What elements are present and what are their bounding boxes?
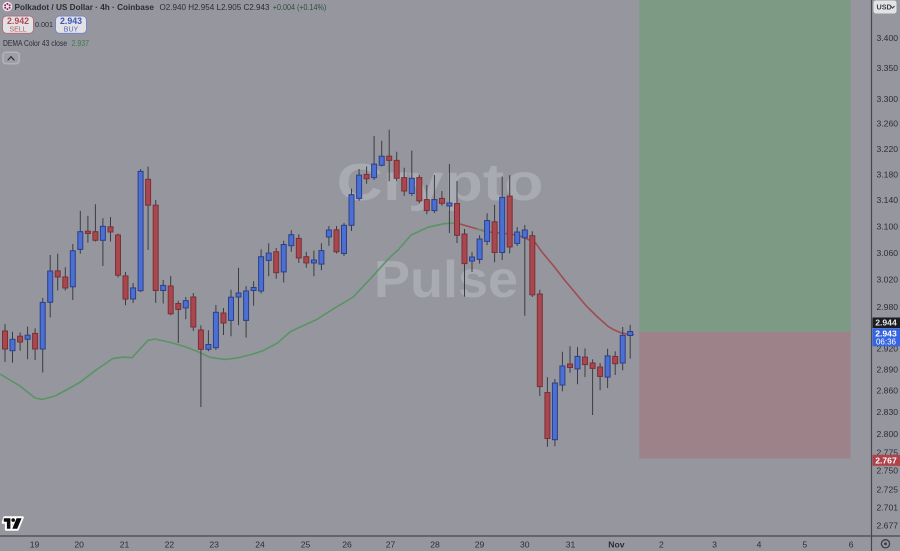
svg-text:2.701: 2.701 — [877, 502, 899, 512]
svg-text:23: 23 — [209, 540, 219, 550]
svg-text:O2.940 H2.954 L2.905 C2.943: O2.940 H2.954 L2.905 C2.943 — [160, 2, 270, 12]
svg-text:6: 6 — [849, 540, 854, 550]
svg-text:SELL: SELL — [9, 27, 26, 34]
svg-text:3.180: 3.180 — [877, 169, 899, 179]
svg-text:2.830: 2.830 — [877, 407, 899, 417]
svg-text:2.980: 2.980 — [877, 302, 899, 312]
svg-text:28: 28 — [430, 540, 440, 550]
svg-text:2.750: 2.750 — [877, 466, 899, 476]
svg-text:2.943: 2.943 — [60, 16, 82, 26]
svg-text:3: 3 — [712, 540, 717, 550]
svg-text:30: 30 — [520, 540, 530, 550]
svg-text:Nov: Nov — [608, 540, 624, 550]
svg-text:3.300: 3.300 — [877, 94, 899, 104]
svg-text:2.942: 2.942 — [7, 16, 29, 26]
svg-text:0.001: 0.001 — [35, 20, 53, 29]
svg-text:2.943: 2.943 — [875, 329, 897, 339]
svg-text:+0.004 (+0.14%): +0.004 (+0.14%) — [273, 2, 327, 12]
svg-text:2.800: 2.800 — [877, 429, 899, 439]
svg-text:Pulse: Pulse — [374, 251, 518, 309]
svg-text:25: 25 — [301, 540, 311, 550]
svg-text:3.100: 3.100 — [877, 221, 899, 231]
svg-text:3.020: 3.020 — [877, 275, 899, 285]
svg-text:3.140: 3.140 — [877, 195, 899, 205]
svg-text:3.350: 3.350 — [877, 63, 899, 73]
svg-text:3.220: 3.220 — [877, 144, 899, 154]
svg-text:2.767: 2.767 — [875, 455, 897, 465]
svg-text:4: 4 — [757, 540, 762, 550]
svg-text:3.260: 3.260 — [877, 119, 899, 129]
svg-text:5: 5 — [802, 540, 807, 550]
svg-text:USD: USD — [877, 3, 892, 12]
svg-text:22: 22 — [165, 540, 175, 550]
svg-text:2.937: 2.937 — [72, 38, 90, 48]
svg-text:2: 2 — [659, 540, 664, 550]
svg-text:21: 21 — [120, 540, 130, 550]
svg-text:24: 24 — [255, 540, 265, 550]
svg-text:DEMA Color 43 close: DEMA Color 43 close — [3, 38, 67, 48]
svg-text:3.060: 3.060 — [877, 248, 899, 258]
svg-text:2.920: 2.920 — [877, 343, 899, 353]
svg-text:29: 29 — [475, 540, 485, 550]
svg-text:27: 27 — [386, 540, 396, 550]
svg-text:Polkadot / US Dollar · 4h · Co: Polkadot / US Dollar · 4h · Coinbase — [15, 2, 155, 12]
svg-text:19: 19 — [30, 540, 40, 550]
svg-text:26: 26 — [342, 540, 352, 550]
svg-text:2.775: 2.775 — [877, 447, 899, 457]
svg-text:2.860: 2.860 — [877, 386, 899, 396]
svg-text:31: 31 — [566, 540, 576, 550]
svg-text:3.400: 3.400 — [877, 33, 899, 43]
svg-text:2.890: 2.890 — [877, 364, 899, 374]
svg-text:2.725: 2.725 — [877, 484, 899, 494]
svg-text:20: 20 — [74, 540, 84, 550]
svg-text:2.944: 2.944 — [875, 318, 897, 328]
svg-text:2.677: 2.677 — [877, 521, 899, 531]
svg-text:BUY: BUY — [64, 27, 79, 34]
svg-text:06:36: 06:36 — [876, 338, 897, 347]
